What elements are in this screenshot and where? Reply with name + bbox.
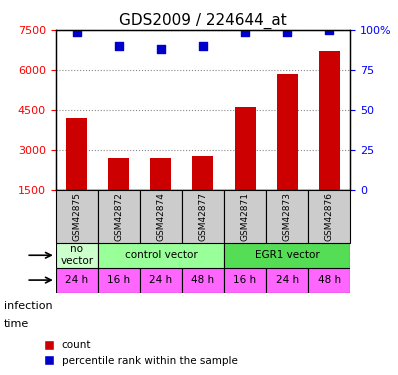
- Bar: [56, 190, 98, 243]
- Bar: [266, 190, 308, 243]
- Bar: [182, 268, 224, 292]
- Bar: [108, 158, 129, 190]
- Text: infection: infection: [4, 301, 53, 310]
- Bar: [140, 268, 182, 292]
- Text: 24 h: 24 h: [275, 275, 298, 285]
- Text: 16 h: 16 h: [107, 275, 131, 285]
- Text: GSM42876: GSM42876: [325, 192, 334, 241]
- Point: [242, 28, 248, 34]
- Title: GDS2009 / 224644_at: GDS2009 / 224644_at: [119, 12, 287, 28]
- Text: GSM42875: GSM42875: [72, 192, 81, 241]
- Bar: [234, 107, 256, 190]
- Point: [284, 28, 290, 34]
- Bar: [150, 158, 172, 190]
- Point: [326, 27, 332, 33]
- Point: [116, 43, 122, 49]
- Text: 48 h: 48 h: [191, 275, 215, 285]
- Bar: [224, 268, 266, 292]
- Bar: [224, 190, 266, 243]
- Point: [158, 46, 164, 52]
- Legend: count, percentile rank within the sample: count, percentile rank within the sample: [41, 336, 242, 370]
- Bar: [98, 243, 224, 268]
- Bar: [98, 190, 140, 243]
- Bar: [319, 51, 340, 190]
- Text: GSM42877: GSM42877: [199, 192, 207, 241]
- Point: [200, 43, 206, 49]
- Text: GSM42874: GSM42874: [156, 192, 166, 241]
- Bar: [224, 243, 350, 268]
- Text: control vector: control vector: [125, 250, 197, 260]
- Bar: [266, 268, 308, 292]
- Text: 24 h: 24 h: [149, 275, 172, 285]
- Point: [74, 28, 80, 34]
- Text: no
vector: no vector: [60, 244, 93, 266]
- Bar: [56, 243, 98, 268]
- Bar: [140, 190, 182, 243]
- Text: EGR1 vector: EGR1 vector: [255, 250, 320, 260]
- Text: GSM42873: GSM42873: [283, 192, 292, 241]
- Bar: [182, 190, 224, 243]
- Bar: [66, 118, 87, 190]
- Text: 24 h: 24 h: [65, 275, 88, 285]
- Text: time: time: [4, 320, 29, 329]
- Bar: [98, 268, 140, 292]
- Text: GSM42872: GSM42872: [114, 192, 123, 241]
- Text: 16 h: 16 h: [234, 275, 257, 285]
- Bar: [277, 74, 298, 190]
- Text: 48 h: 48 h: [318, 275, 341, 285]
- Bar: [56, 268, 98, 292]
- Bar: [308, 190, 350, 243]
- Bar: [308, 268, 350, 292]
- Bar: [193, 156, 213, 190]
- Text: GSM42871: GSM42871: [240, 192, 250, 241]
